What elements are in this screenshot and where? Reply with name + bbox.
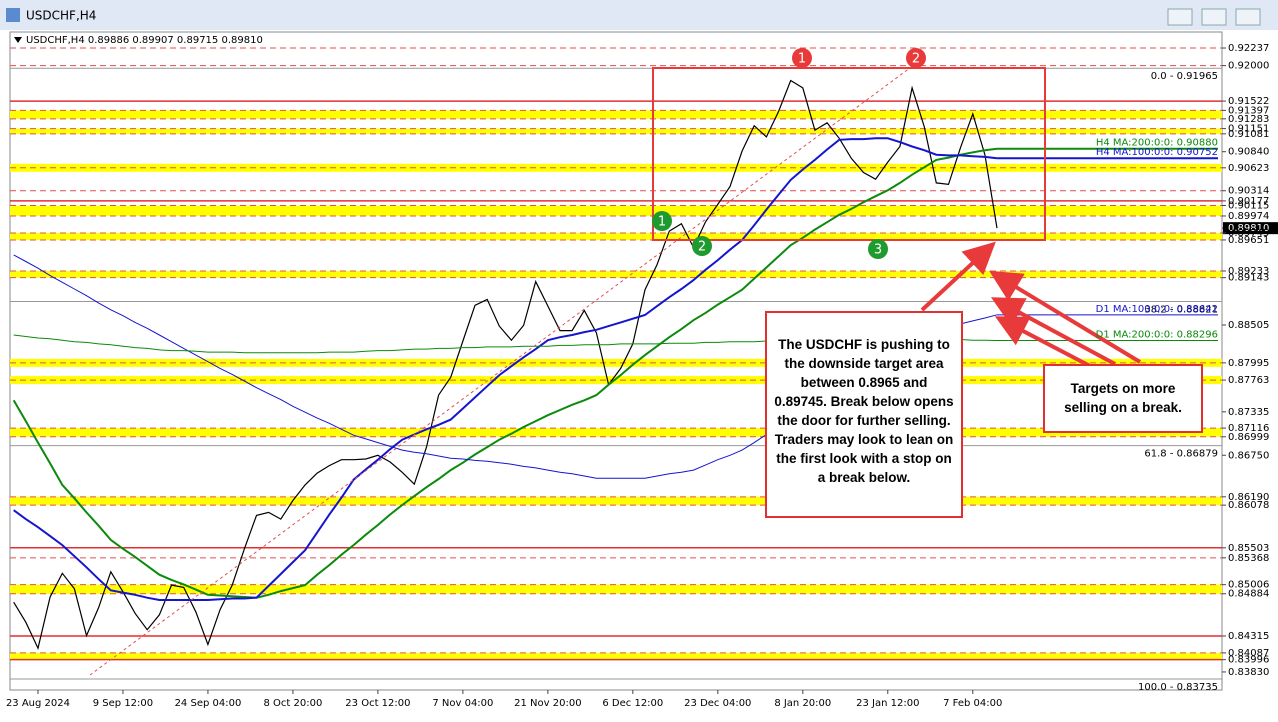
y-tick-label: 0.86999 xyxy=(1228,432,1269,443)
y-tick-label: 0.84884 xyxy=(1228,589,1269,600)
price-line xyxy=(13,79,998,651)
y-tick-label: 0.91397 xyxy=(1228,105,1269,116)
y-tick-label: 0.84087 xyxy=(1228,648,1269,659)
y-tick-label: 0.85503 xyxy=(1228,543,1269,554)
y-tick-label: 0.91151 xyxy=(1228,124,1269,135)
y-tick-label: 0.89810 xyxy=(1228,223,1269,234)
y-tick-label: 0.92000 xyxy=(1228,61,1269,72)
arrow xyxy=(994,316,1091,368)
level-band xyxy=(10,128,1222,134)
y-tick-label: 0.89233 xyxy=(1228,266,1269,277)
y-tick-label: 0.87995 xyxy=(1228,358,1269,369)
y-tick-label: 0.90314 xyxy=(1228,186,1269,197)
y-tick-label: 0.91081 xyxy=(1228,129,1269,140)
y-tick-label: 0.86078 xyxy=(1228,500,1269,511)
range-box xyxy=(652,67,1046,241)
annotation-box: The USDCHF is pushing to the downside ta… xyxy=(765,311,963,518)
level-band xyxy=(10,652,1222,660)
arrow xyxy=(990,297,1116,366)
y-tick-label: 0.86750 xyxy=(1228,450,1269,461)
peak-label: 2 xyxy=(912,52,920,67)
level-band xyxy=(10,428,1222,437)
level-band xyxy=(10,270,1222,278)
y-tick-label: 0.83996 xyxy=(1228,655,1269,666)
window-title: USDCHF,H4 xyxy=(26,9,96,23)
peak-marker xyxy=(906,48,926,68)
level-band xyxy=(10,110,1222,119)
symbol-info: USDCHF,H4 0.89886 0.89907 0.89715 0.8981… xyxy=(26,35,263,46)
x-tick-label: 6 Dec 12:00 xyxy=(602,698,663,709)
ma-label: H4 MA:200:0:0: 0.90880 xyxy=(1096,138,1218,149)
y-tick-label: 0.85368 xyxy=(1228,553,1269,564)
fib-label: 38.2 - 0.88821 xyxy=(1144,305,1218,316)
x-tick-label: 9 Sep 12:00 xyxy=(93,698,153,709)
window-icon xyxy=(6,8,20,22)
y-tick-label: 0.86190 xyxy=(1228,492,1269,503)
x-tick-label: 23 Dec 04:00 xyxy=(684,698,751,709)
y-tick-label: 0.90840 xyxy=(1228,147,1269,158)
maximize-button[interactable] xyxy=(1201,8,1227,26)
y-tick-label: 0.89745 xyxy=(1228,228,1269,239)
title-bar xyxy=(0,0,1278,30)
low-marker xyxy=(652,211,672,231)
x-tick-label: 8 Jan 20:00 xyxy=(774,698,831,709)
level-band xyxy=(10,496,1222,506)
x-tick-label: 23 Aug 2024 xyxy=(6,698,70,709)
y-tick-label: 0.84315 xyxy=(1228,631,1269,642)
peak-label: 1 xyxy=(798,52,806,67)
arrow xyxy=(989,270,1142,364)
ma-label: D1 MA:100:0:0: 0.88642 xyxy=(1096,304,1218,315)
menu-triangle[interactable] xyxy=(14,37,22,43)
peak-marker xyxy=(792,48,812,68)
x-tick-label: 23 Oct 12:00 xyxy=(345,698,410,709)
x-tick-label: 7 Feb 04:00 xyxy=(943,698,1002,709)
level-band xyxy=(10,584,1222,594)
y-tick-label: 0.89974 xyxy=(1228,211,1269,222)
fib-label: 0.0 - 0.91965 xyxy=(1151,71,1218,82)
current-price-box xyxy=(1223,222,1278,235)
x-tick-label: 21 Nov 20:00 xyxy=(514,698,581,709)
fib-label: 100.0 - 0.83735 xyxy=(1138,682,1218,693)
level-band xyxy=(10,205,1222,216)
y-tick-label: 0.90623 xyxy=(1228,163,1269,174)
y-tick-label: 0.90177 xyxy=(1228,196,1269,207)
low-marker xyxy=(868,239,888,259)
level-band xyxy=(10,232,1222,240)
y-tick-label: 0.90115 xyxy=(1228,201,1269,212)
y-tick-label: 0.89651 xyxy=(1228,235,1269,246)
x-tick-label: 8 Oct 20:00 xyxy=(264,698,323,709)
moving-average xyxy=(13,137,998,601)
close-button[interactable] xyxy=(1235,8,1261,26)
low-label: 2 xyxy=(698,240,706,255)
arrow xyxy=(920,241,996,312)
low-label: 1 xyxy=(658,215,666,230)
y-tick-label: 0.87116 xyxy=(1228,423,1269,434)
targets-box: Targets on more selling on a break. xyxy=(1043,364,1203,433)
ma-label: H4 MA:100:0:0: 0.90752 xyxy=(1096,147,1218,158)
x-tick-label: 7 Nov 04:00 xyxy=(432,698,493,709)
y-tick-label: 0.91283 xyxy=(1228,114,1269,125)
y-tick-label: 0.85006 xyxy=(1228,580,1269,591)
y-tick-label: 0.87335 xyxy=(1228,407,1269,418)
low-marker xyxy=(692,236,712,256)
y-tick-label: 0.92237 xyxy=(1228,43,1269,54)
minimize-button[interactable] xyxy=(1167,8,1193,26)
x-tick-label: 24 Sep 04:00 xyxy=(175,698,242,709)
y-tick-label: 0.87763 xyxy=(1228,375,1269,386)
fib-trend-line xyxy=(89,61,919,676)
y-tick-label: 0.88505 xyxy=(1228,320,1269,331)
x-tick-label: 23 Jan 12:00 xyxy=(856,698,919,709)
moving-average xyxy=(12,147,998,599)
low-label: 3 xyxy=(874,243,882,258)
ma-label: D1 MA:200:0:0: 0.88296 xyxy=(1096,330,1218,341)
fib-label: 61.8 - 0.86879 xyxy=(1144,449,1218,460)
y-tick-label: 0.83830 xyxy=(1228,667,1269,678)
y-tick-label: 0.91522 xyxy=(1228,96,1269,107)
y-tick-label: 0.89143 xyxy=(1228,273,1269,284)
